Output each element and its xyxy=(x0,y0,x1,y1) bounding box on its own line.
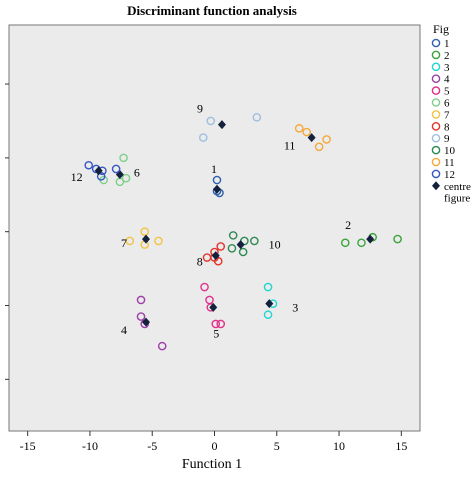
centroid-marker-group-7 xyxy=(142,234,150,244)
legend-marker-10 xyxy=(431,145,441,155)
data-point-group-9 xyxy=(252,112,262,122)
centroid-marker-group-11 xyxy=(307,133,316,143)
legend-marker-1 xyxy=(431,38,441,48)
legend-marker-9 xyxy=(431,133,441,143)
legend-marker-2 xyxy=(431,50,441,60)
centroid-marker-group-4 xyxy=(142,317,150,327)
group-label-3: 3 xyxy=(292,301,298,315)
group-label-10: 10 xyxy=(269,238,281,252)
legend-marker-8 xyxy=(431,122,441,131)
data-point-group-11 xyxy=(314,142,324,152)
centroid-marker-group-2 xyxy=(366,234,375,244)
centroid-marker-group-9 xyxy=(217,120,226,130)
data-point-group-7 xyxy=(125,236,135,246)
legend-marker-centroid xyxy=(432,181,440,191)
centroid-marker-group-8 xyxy=(211,251,220,261)
group-label-7: 7 xyxy=(121,236,127,250)
legend-label-9: 9 xyxy=(444,133,450,145)
legend-label-1: 1 xyxy=(444,38,450,50)
group-label-4: 4 xyxy=(121,323,127,337)
data-point-group-3 xyxy=(263,310,273,320)
data-point-group-9 xyxy=(198,133,208,142)
centroid-marker-group-1 xyxy=(212,184,221,194)
data-point-group-5 xyxy=(216,319,226,329)
data-point-group-2 xyxy=(340,238,350,248)
legend-marker-6 xyxy=(431,98,441,107)
x-tick-label: 15 xyxy=(395,439,407,453)
data-point-group-9 xyxy=(206,116,216,126)
legend-label-2: 2 xyxy=(444,50,450,62)
legend-label-11: 11 xyxy=(444,157,455,169)
group-label-11: 11 xyxy=(284,139,296,153)
data-point-group-1 xyxy=(212,175,222,185)
centroid-marker-group-5 xyxy=(209,302,218,312)
data-point-group-7 xyxy=(140,227,150,236)
legend-marker-11 xyxy=(431,157,441,167)
group-label-9: 9 xyxy=(197,102,203,116)
x-tick-label: 5 xyxy=(274,439,280,453)
centroid-marker-group-12 xyxy=(94,166,103,176)
legend-label-centroid: centre xyxy=(444,181,471,193)
legend-label-8: 8 xyxy=(444,121,450,133)
legend-marker-12 xyxy=(431,169,441,179)
group-label-12: 12 xyxy=(71,170,83,184)
data-point-group-5 xyxy=(200,282,209,292)
legend-marker-3 xyxy=(431,62,441,72)
x-tick-label: -15 xyxy=(20,439,36,453)
data-point-group-5 xyxy=(211,319,221,329)
plot-area xyxy=(8,24,421,432)
data-point-group-7 xyxy=(154,236,163,246)
group-label-1: 1 xyxy=(211,162,217,176)
data-point-group-4 xyxy=(136,295,146,305)
data-point-group-6 xyxy=(121,173,131,183)
legend-label-5: 5 xyxy=(444,86,450,98)
data-point-group-6 xyxy=(119,153,128,163)
data-point-group-3 xyxy=(263,282,273,292)
legend-label-4: 4 xyxy=(444,74,450,86)
legend-label-6: 6 xyxy=(444,98,450,110)
data-point-group-2 xyxy=(357,238,366,248)
data-point-group-10 xyxy=(250,236,259,246)
legend-title: Fig xyxy=(433,22,449,36)
data-point-group-12 xyxy=(96,172,106,181)
data-point-group-10 xyxy=(238,247,248,257)
data-point-group-11 xyxy=(322,135,331,144)
data-point-group-11 xyxy=(294,124,304,133)
x-axis-label: Function 1 xyxy=(182,457,242,472)
legend-label-12: 12 xyxy=(444,169,455,181)
legend-label-7: 7 xyxy=(444,109,450,121)
data-point-group-8 xyxy=(213,256,223,266)
data-point-group-2 xyxy=(393,234,402,244)
x-tick-label: 10 xyxy=(333,439,345,453)
legend-marker-5 xyxy=(431,86,441,95)
data-point-group-12 xyxy=(111,164,121,174)
x-tick-label: -5 xyxy=(147,439,157,453)
centroid-marker-group-3 xyxy=(265,299,274,309)
legend-marker-4 xyxy=(431,74,441,83)
legend-label-3: 3 xyxy=(444,62,450,74)
group-label-8: 8 xyxy=(197,255,203,269)
tick-layer: -15 -10 -5 0 5 10 15 xyxy=(5,83,407,453)
data-point-group-12 xyxy=(84,160,94,170)
data-point-group-4 xyxy=(157,341,167,351)
data-point-group-10 xyxy=(228,231,238,240)
x-tick-label: 0 xyxy=(212,439,218,453)
legend-label-10: 10 xyxy=(444,145,456,157)
chart-title: Discriminant function analysis xyxy=(127,3,297,18)
legend-marker-7 xyxy=(431,110,441,119)
legend-label-figure: figure xyxy=(444,193,470,205)
group-label-6: 6 xyxy=(134,165,140,179)
group-label-2: 2 xyxy=(345,218,351,232)
data-point-group-8 xyxy=(216,242,226,251)
centroid-marker-group-10 xyxy=(236,240,245,250)
data-point-group-11 xyxy=(302,127,311,137)
data-point-group-4 xyxy=(136,312,146,321)
group-label-5: 5 xyxy=(213,326,219,340)
x-tick-label: -10 xyxy=(82,439,98,453)
data-point-group-10 xyxy=(227,243,237,253)
